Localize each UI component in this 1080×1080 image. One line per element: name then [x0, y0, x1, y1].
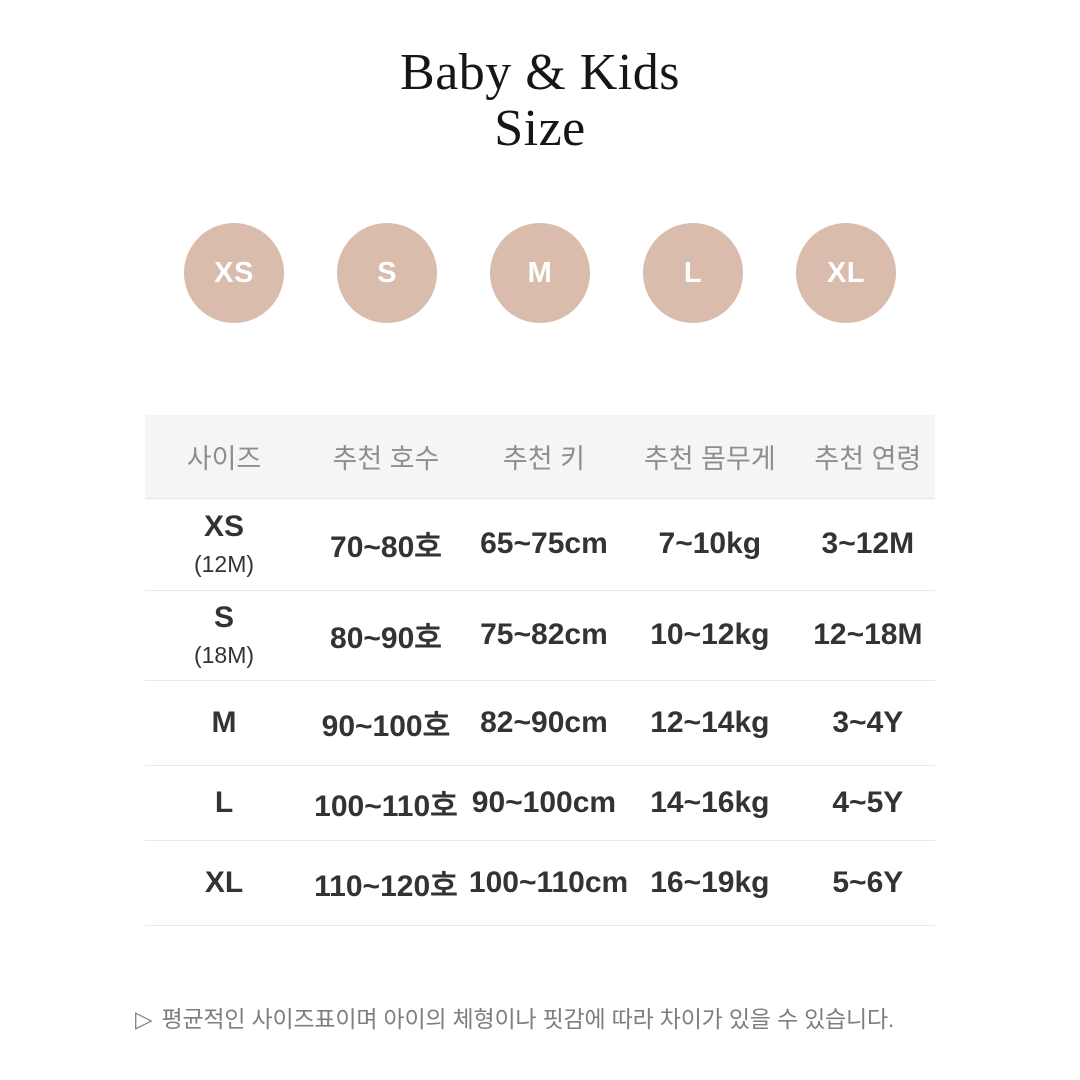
size-label: XS — [203, 510, 245, 543]
recommended-height-cell: 75~82cm — [468, 590, 619, 681]
size-cell: L — [145, 765, 303, 841]
column-header-recommended-no: 추천 호수 — [303, 415, 469, 499]
size-sublabel: (18M) — [193, 642, 255, 668]
size-badge-xs: XS — [184, 223, 284, 323]
recommended-age-cell: 3~12M — [800, 498, 935, 591]
table-row-l: L 100~110호 90~100cm 14~16kg 4~5Y — [145, 765, 935, 841]
size-table-body: XS (12M) 70~80호 65~75cm 7~10kg 3~12M S (… — [145, 498, 935, 926]
table-row-s: S (18M) 80~90호 75~82cm 10~12kg 12~18M — [145, 590, 935, 681]
recommended-height-cell: 82~90cm — [468, 680, 619, 766]
recommended-age-cell: 3~4Y — [800, 680, 935, 766]
recommended-no-cell: 100~110호 — [303, 765, 469, 841]
size-badge-m: M — [490, 223, 590, 323]
size-badge-s: S — [337, 223, 437, 323]
size-cell: XS (12M) — [145, 498, 303, 591]
recommended-height-cell: 65~75cm — [468, 498, 619, 591]
size-cell: S (18M) — [145, 590, 303, 681]
recommended-height-cell: 100~110cm — [468, 840, 628, 926]
recommended-weight-cell: 16~19kg — [618, 840, 801, 926]
size-badge-xs-label: XS — [214, 256, 254, 289]
page-title: Baby & Kids Size — [0, 0, 1080, 157]
size-badge-l-label: L — [683, 256, 703, 289]
size-table: 사이즈 추천 호수 추천 키 추천 몸무게 추천 연령 XS (12M) 70~… — [145, 415, 935, 926]
recommended-weight-cell: 14~16kg — [618, 765, 801, 841]
column-header-size: 사이즈 — [145, 415, 303, 499]
size-badge-s-label: S — [377, 256, 397, 289]
size-cell: XL — [145, 840, 303, 926]
size-badge-xl-label: XL — [826, 256, 866, 289]
size-badge-xl: XL — [796, 223, 896, 323]
footnote: ▷ 평균적인 사이즈표이며 아이의 체형이나 핏감에 따라 차이가 있을 수 있습… — [135, 1000, 1020, 1034]
recommended-age-cell: 4~5Y — [800, 765, 935, 841]
table-row-m: M 90~100호 82~90cm 12~14kg 3~4Y — [145, 680, 935, 766]
page-title-line-1: Baby & Kids — [400, 44, 680, 101]
size-sublabel: (12M) — [193, 551, 255, 577]
size-badge-m-label: M — [527, 256, 553, 289]
size-label: L — [214, 785, 234, 819]
size-label: XL — [204, 865, 244, 899]
recommended-weight-cell: 7~10kg — [618, 498, 801, 591]
column-header-recommended-weight: 추천 몸무게 — [618, 415, 801, 499]
header-row: 사이즈 추천 호수 추천 키 추천 몸무게 추천 연령 — [145, 415, 935, 499]
recommended-no-cell: 70~80호 — [303, 498, 469, 591]
recommended-age-cell: 12~18M — [800, 590, 935, 681]
recommended-weight-cell: 12~14kg — [618, 680, 801, 766]
footnote-text: 평균적인 사이즈표이며 아이의 체형이나 핏감에 따라 차이가 있을 수 있습니… — [161, 1005, 895, 1032]
size-cell: M — [145, 680, 303, 766]
size-table-header: 사이즈 추천 호수 추천 키 추천 몸무게 추천 연령 — [145, 415, 935, 499]
recommended-height-cell: 90~100cm — [468, 765, 619, 841]
recommended-no-cell: 110~120호 — [303, 840, 469, 926]
recommended-no-cell: 90~100호 — [303, 680, 469, 766]
table-row-xs: XS (12M) 70~80호 65~75cm 7~10kg 3~12M — [145, 498, 935, 591]
table-row-xl: XL 110~120호 100~110cm 16~19kg 5~6Y — [145, 840, 935, 926]
recommended-age-cell: 5~6Y — [800, 840, 935, 926]
size-badges: XS S M L XL — [0, 223, 1080, 323]
column-header-recommended-age: 추천 연령 — [800, 415, 935, 499]
right-triangle-icon: ▷ — [135, 1005, 153, 1032]
size-badge-l: L — [643, 223, 743, 323]
recommended-weight-cell: 10~12kg — [618, 590, 801, 681]
size-label: S — [213, 601, 234, 634]
size-label: M — [211, 705, 237, 739]
recommended-no-cell: 80~90호 — [303, 590, 469, 681]
column-header-recommended-height: 추천 키 — [468, 415, 619, 499]
page-title-line-2: Size — [494, 100, 586, 157]
